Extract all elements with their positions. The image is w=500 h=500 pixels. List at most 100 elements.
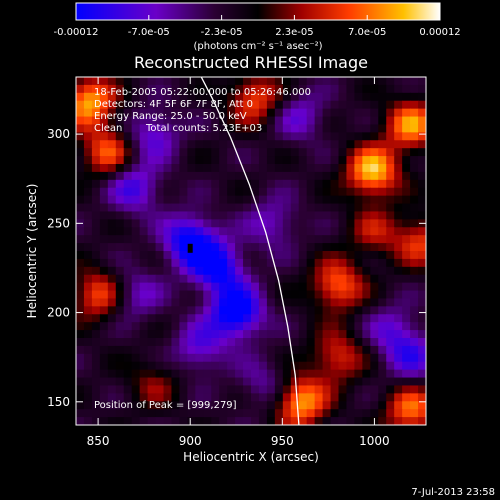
heatmap-cell [163,100,173,110]
heatmap-cell [187,377,196,387]
heatmap-cell [322,306,332,315]
heatmap-cell [179,124,188,133]
heatmap-cell [378,353,387,363]
heatmap-cell [251,179,260,189]
heatmap-cell [394,353,403,363]
heatmap-cell [346,243,355,252]
heatmap-cell [83,290,93,300]
heatmap-cell [258,369,268,379]
heatmap-cell [115,140,125,149]
heatmap-cell [290,322,300,331]
heatmap-cell [243,298,252,307]
heatmap-cell [155,266,165,276]
heatmap-cell [76,195,85,205]
heatmap-cell [195,124,204,133]
heatmap-cell [314,369,324,379]
heatmap-cell [76,306,85,315]
heatmap-cell [402,148,411,157]
heatmap-cell [410,84,419,94]
heatmap-cell [91,393,101,402]
heatmap-cell [235,187,244,197]
heatmap-cell [83,195,93,205]
heatmap-cell [91,227,101,236]
heatmap-cell [378,251,387,260]
heatmap-cell [227,274,236,284]
heatmap-cell [211,148,220,157]
heatmap-cell [211,401,220,410]
solar-limb-line [200,77,300,425]
heatmap-cell [274,156,284,165]
heatmap-cell [298,235,308,244]
heatmap-cell [131,132,141,141]
heatmap-cell [155,164,165,173]
heatmap-cell [306,219,316,228]
heatmap-cell [306,108,316,118]
heatmap-cell [235,140,244,149]
heatmap-cell [402,330,411,339]
heatmap-cell [123,266,133,276]
heatmap-cell [258,306,268,315]
heatmap-cell [330,187,340,197]
heatmap-cell [211,290,220,300]
heatmap-cell [282,306,292,315]
heatmap-cell [418,322,426,331]
heatmap-cell [402,219,411,228]
heatmap-cell [99,258,109,268]
heatmap-cell [362,385,371,394]
heatmap-cell [187,227,196,236]
heatmap-cell [179,243,188,252]
heatmap-cell [290,377,300,387]
heatmap-cell [330,100,340,110]
heatmap-cell [314,417,324,425]
heatmap-cell [139,298,149,307]
heatmap-cell [362,409,371,418]
heatmap-cell [362,77,371,86]
heatmap-cell [91,330,101,339]
heatmap-cell [123,409,133,418]
heatmap-cell [266,290,276,300]
heatmap-cell [290,92,300,102]
heatmap-cell [155,393,165,402]
heatmap-cell [115,274,125,284]
heatmap-cell [83,282,93,292]
heatmap-cell [290,306,300,315]
heatmap-cell [99,401,109,410]
heatmap-cell [163,77,173,86]
heatmap-cell [402,258,411,268]
heatmap-cell [123,274,133,284]
heatmap-cell [171,282,180,292]
heatmap-cell [227,179,236,189]
heatmap-cell [338,393,348,402]
heatmap-cell [179,345,188,355]
heatmap-cell [378,116,387,126]
heatmap-cell [378,243,387,252]
heatmap-cell [370,266,379,276]
heatmap-cell [139,345,149,355]
heatmap-cell [258,195,268,205]
heatmap-cell [258,164,268,173]
heatmap-cell [219,243,228,252]
heatmap-cell [139,203,149,213]
heatmap-cell [274,290,284,300]
heatmap-cell [402,274,411,284]
heatmap-cell [195,393,204,402]
heatmap-cell [203,401,212,410]
heatmap-cell [187,203,196,213]
heatmap-cell [418,124,426,133]
heatmap-cell [346,132,355,141]
heatmap-cell [394,179,403,189]
heatmap-cell [99,203,109,213]
heatmap-cell [211,361,220,371]
heatmap-cell [298,409,308,418]
heatmap-cell [338,227,348,236]
heatmap-cell [266,164,276,173]
heatmap-cell [386,306,395,315]
heatmap-cell [83,187,93,197]
heatmap-cell [354,409,363,418]
heatmap-cell [338,353,348,363]
heatmap-cell [107,282,117,292]
heatmap-cell [115,243,125,252]
heatmap-cell [282,393,292,402]
heatmap-cell [290,156,300,165]
heatmap-cell [227,92,236,102]
